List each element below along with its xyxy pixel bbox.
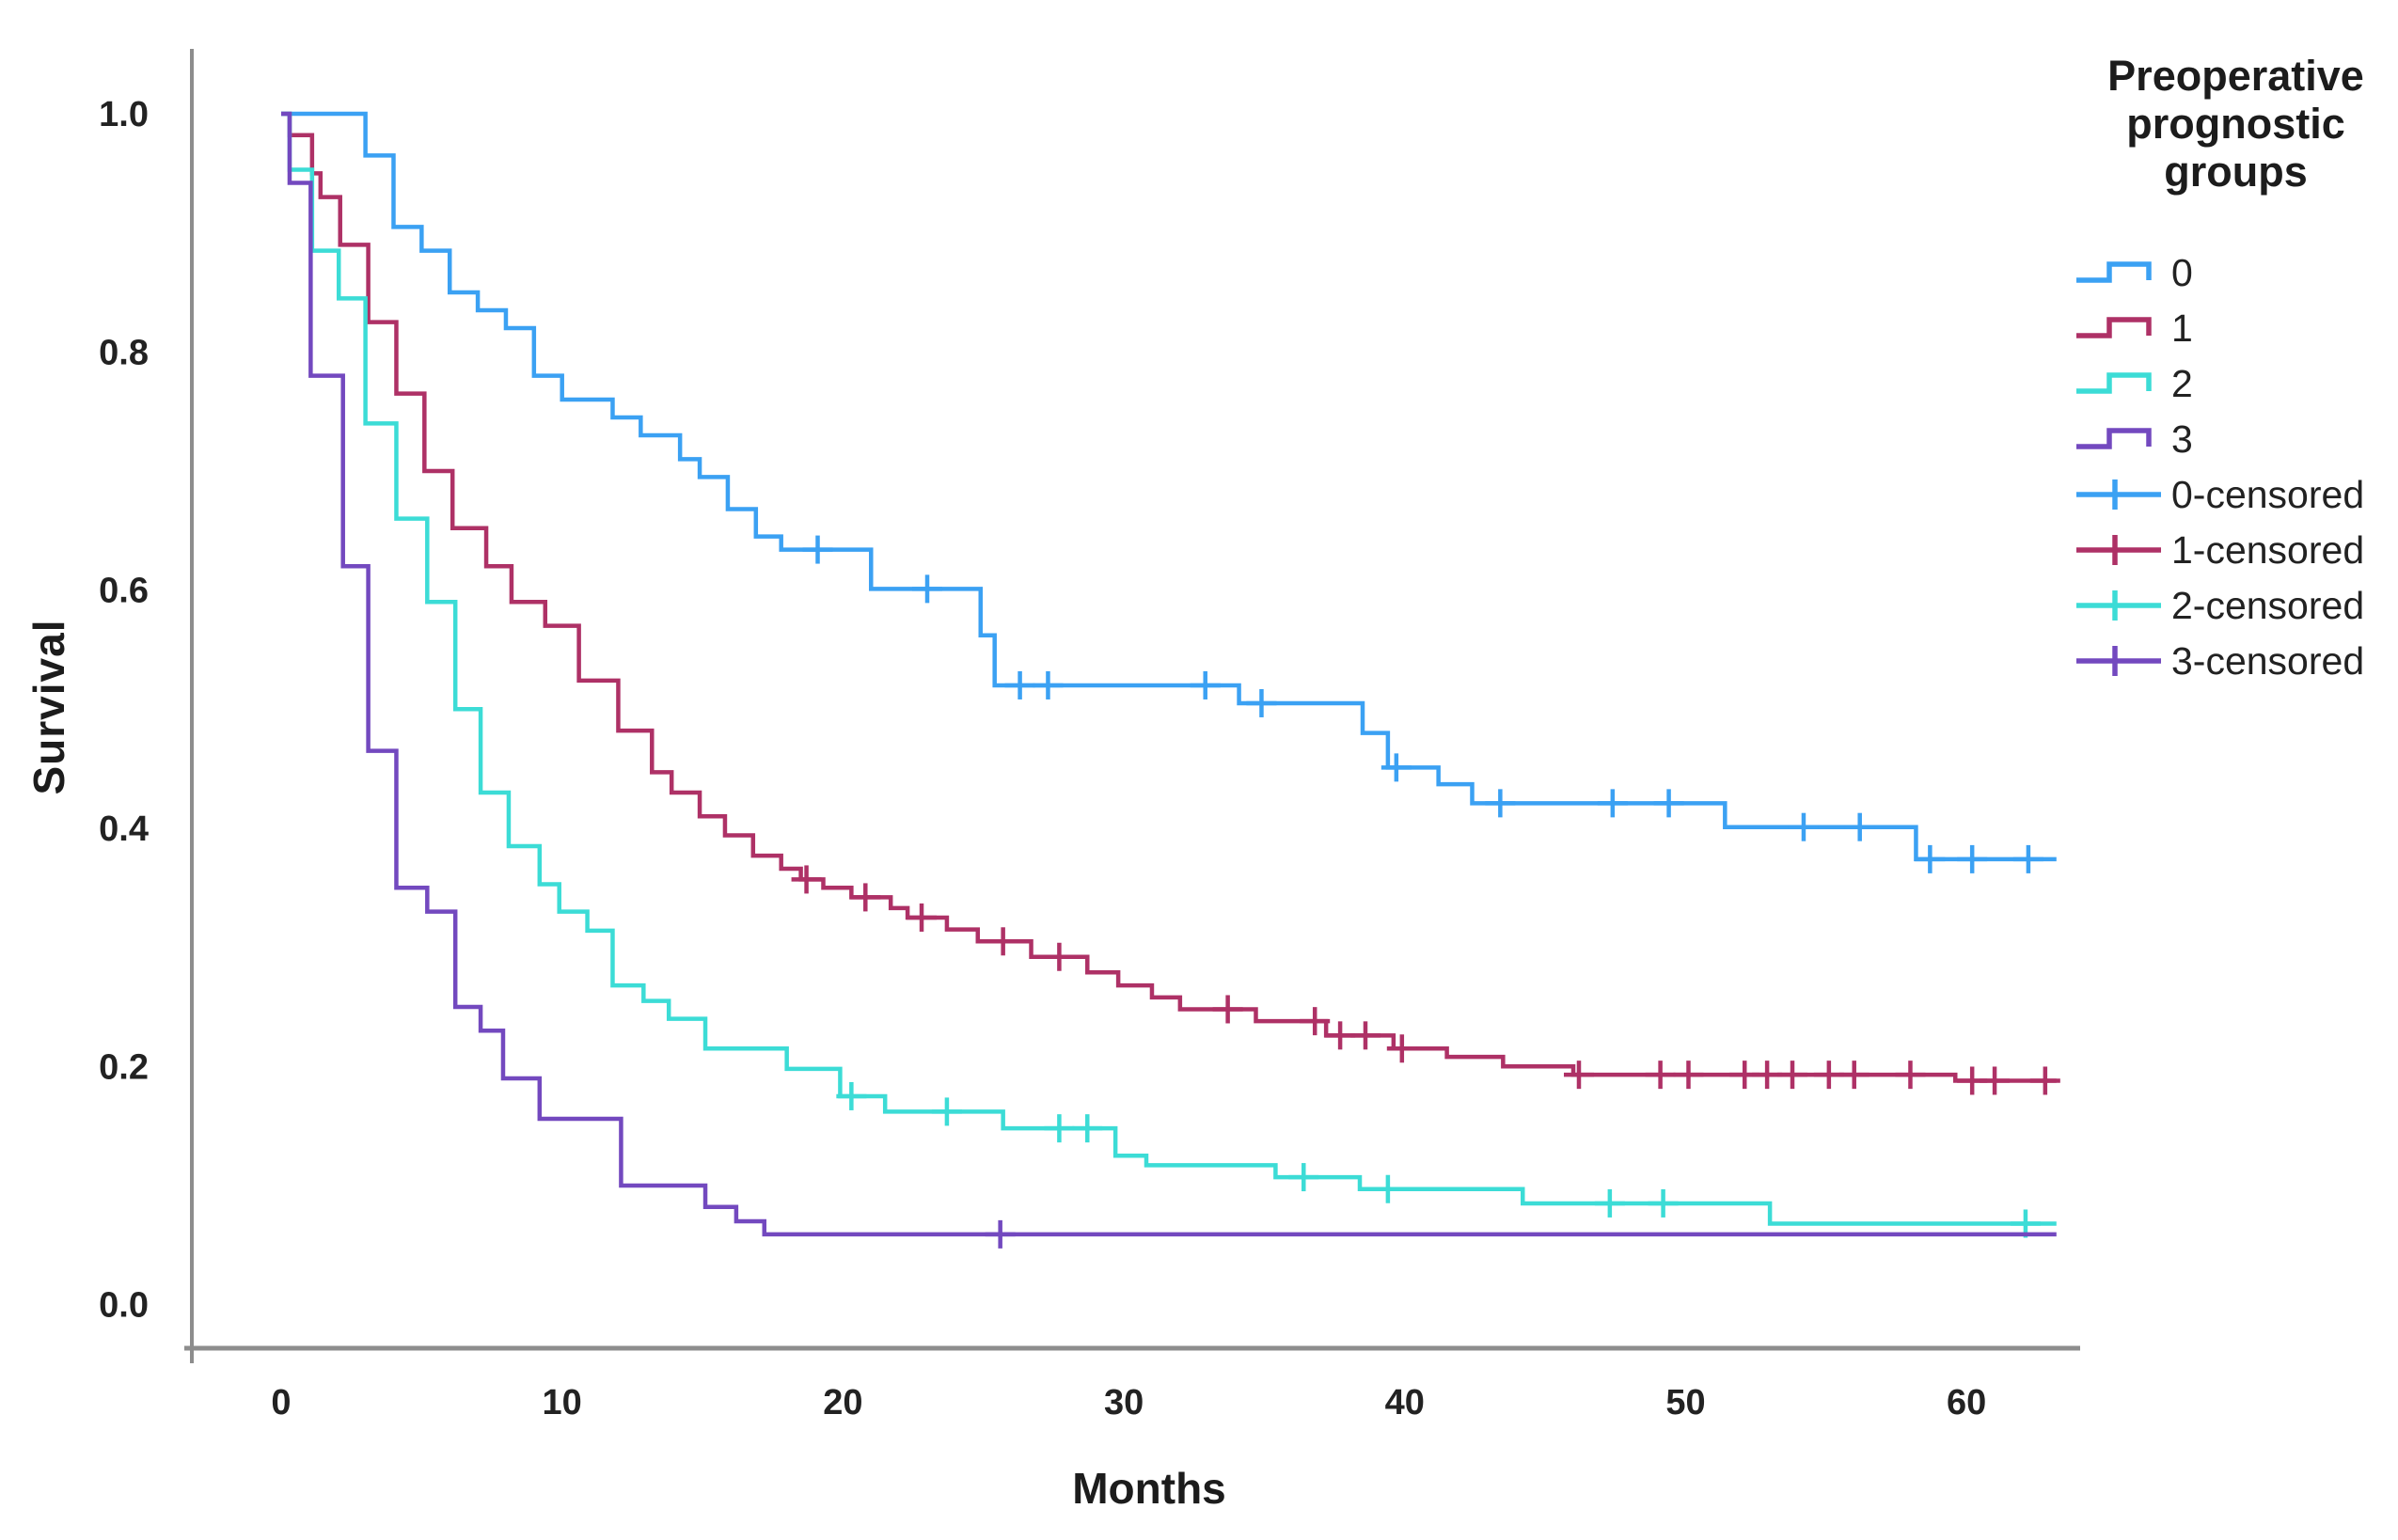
x-axis-title: Months [1072,1464,1226,1513]
legend-item-3: 3 [2074,412,2398,467]
legend-item-label: 3-censored [2171,638,2365,683]
y-tick-label: 0.8 [99,333,149,372]
legend-swatch-0-censored [2076,479,2161,511]
legend-title: Preoperative prognostic groups [2107,52,2364,196]
y-tick-label: 0.4 [99,809,149,849]
legend-swatch-0 [2076,261,2152,283]
step-line-icon [2076,428,2152,449]
legend-item-label: 1 [2171,306,2193,350]
legend-item-0-censored: 0-censored [2074,467,2398,523]
step-line-icon [2076,261,2152,283]
y-tick-label: 0.2 [99,1047,149,1087]
x-tick-label: 20 [823,1383,862,1422]
legend-item-0: 0 [2074,245,2398,301]
x-tick-label: 60 [1947,1383,1986,1422]
legend-swatch-1 [2076,317,2152,338]
legend-item-1-censored: 1-censored [2074,523,2398,578]
y-axis-title: Survival [24,619,73,795]
legend: Preoperative prognostic groups 0 1 2 3 0-cen… [2074,52,2398,689]
x-tick-label: 40 [1385,1383,1425,1422]
legend-item-label: 2-censored [2171,583,2365,627]
legend-item-1: 1 [2074,301,2398,356]
y-tick-label: 1.0 [99,95,149,134]
legend-items: 0 1 2 3 0-censored 1-censored 2-censored 3-cens… [2074,245,2398,689]
legend-item-label: 3 [2171,416,2193,461]
survival-curve-group-2 [281,111,2057,1226]
legend-item-label: 1-censored [2171,527,2365,572]
survival-curve-group-1 [281,111,2057,1083]
legend-item-label: 0-censored [2171,472,2365,516]
survival-curve-group-0 [281,111,2057,862]
y-tick-label: 0.6 [99,572,149,611]
censor-marks-group-1 [791,865,2060,1095]
legend-swatch-3-censored [2076,646,2161,677]
survival-curve-group-3 [281,111,2057,1237]
step-line-icon [2076,372,2152,394]
legend-item-label: 2 [2171,361,2193,405]
legend-swatch-2-censored [2076,590,2161,621]
legend-item-2-censored: 2-censored [2074,578,2398,634]
censor-marks-group-3 [985,1219,1016,1249]
y-tick-label: 0.0 [99,1286,149,1326]
x-tick-label: 0 [271,1383,291,1422]
legend-swatch-2 [2076,372,2152,394]
x-tick-label: 10 [543,1383,582,1422]
legend-item-label: 0 [2171,250,2193,294]
legend-item-2: 2 [2074,356,2398,412]
legend-item-3-censored: 3-censored [2074,634,2398,689]
x-tick-label: 50 [1665,1383,1705,1422]
legend-swatch-3 [2076,428,2152,449]
x-tick-label: 30 [1104,1383,1144,1422]
step-line-icon [2076,317,2152,338]
censor-marks-group-2 [836,1081,2041,1238]
legend-swatch-1-censored [2076,535,2161,566]
censor-marks-group-0 [802,535,2043,873]
